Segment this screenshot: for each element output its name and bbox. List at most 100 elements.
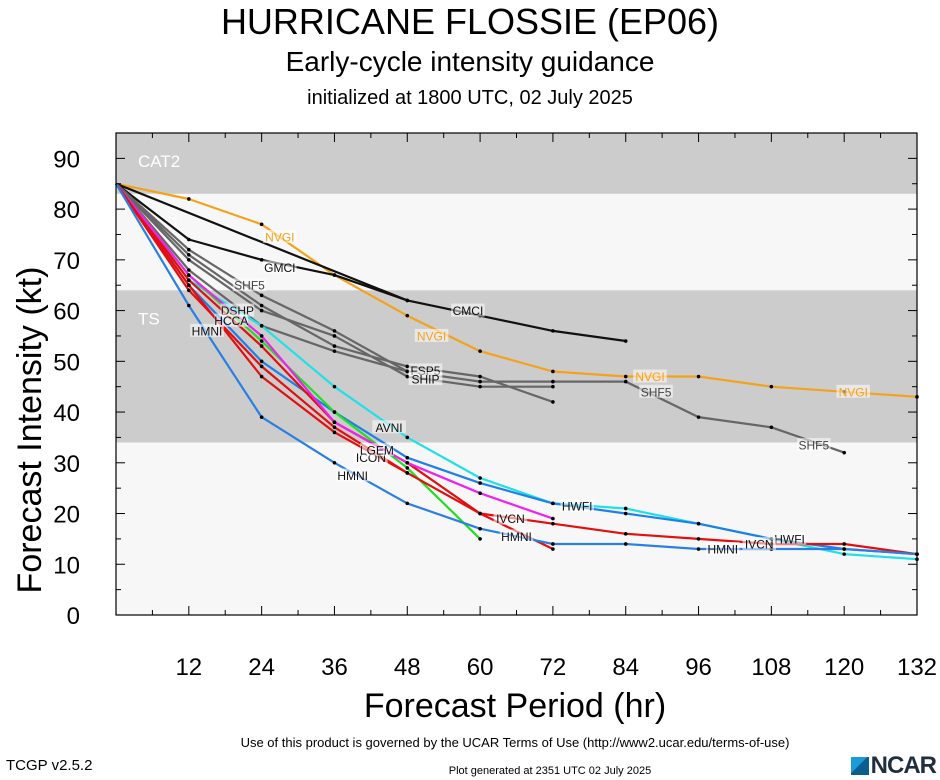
series-line <box>115 182 918 398</box>
intensity-band <box>116 442 917 615</box>
chart-subtitle: Early-cycle intensity guidance <box>285 46 655 77</box>
data-point <box>187 303 191 308</box>
data-point <box>551 384 555 389</box>
data-point <box>478 537 482 541</box>
x-tick-label: 36 <box>321 654 348 680</box>
band-label: TS <box>138 309 160 328</box>
x-tick-label: 48 <box>394 654 421 680</box>
data-point <box>623 379 628 384</box>
series-label-bg <box>263 260 297 274</box>
y-tick-label: 90 <box>53 146 80 173</box>
series-label-bg <box>263 230 297 244</box>
series-label: SHF5 <box>798 439 829 453</box>
data-point <box>551 516 555 521</box>
series-label: HWFI <box>774 532 805 546</box>
data-point <box>842 552 846 556</box>
series-label-bg <box>232 278 267 292</box>
x-tick-label: 96 <box>685 654 712 680</box>
intensity-band <box>116 133 917 194</box>
series-label-bg <box>335 468 370 482</box>
data-point <box>478 384 482 389</box>
data-point <box>696 415 701 419</box>
series-label-bg <box>408 372 443 386</box>
data-point <box>405 460 410 465</box>
y-tick-label: 30 <box>53 451 80 478</box>
data-point <box>551 400 555 404</box>
intensity-band <box>116 193 917 291</box>
data-point <box>259 344 264 348</box>
series-label-bg <box>560 498 594 512</box>
data-point <box>405 466 410 470</box>
data-point <box>405 369 410 374</box>
y-axis-label: Forecast Intensity (kt) <box>11 266 49 594</box>
y-tick-label: 0 <box>67 603 80 630</box>
series-label-bg <box>797 438 831 452</box>
data-point <box>478 476 482 480</box>
data-point <box>187 283 191 288</box>
series-label: SHF5 <box>234 279 265 293</box>
series-label-bg <box>372 420 406 434</box>
series-label: IVCN <box>745 537 774 551</box>
series-label: IVCN <box>496 512 525 526</box>
series-label: NVGI <box>839 385 868 399</box>
data-point <box>259 334 264 338</box>
data-point <box>478 379 482 384</box>
x-axis-label: Forecast Period (hr) <box>363 687 667 725</box>
data-point <box>259 324 264 328</box>
data-point <box>842 450 846 455</box>
data-point <box>332 273 337 277</box>
y-tick-label: 80 <box>53 197 80 224</box>
series-label-bg <box>493 511 528 525</box>
series-label-bg <box>499 529 534 543</box>
data-point <box>623 532 628 536</box>
data-point <box>842 542 846 546</box>
series-label: HMNI <box>501 530 532 544</box>
data-point <box>332 349 337 353</box>
data-point <box>259 308 264 313</box>
data-point <box>187 268 191 272</box>
series-label-bg <box>190 323 224 337</box>
data-point <box>259 374 264 379</box>
x-tick-label: 12 <box>175 654 202 680</box>
data-point <box>187 247 191 252</box>
series-label-bg <box>836 384 871 398</box>
series-label-bg <box>639 384 673 398</box>
data-point <box>405 455 410 460</box>
data-point <box>478 511 482 516</box>
data-point <box>332 425 337 430</box>
series-label: HCCA <box>214 314 248 328</box>
y-tick-label: 60 <box>53 299 80 326</box>
data-point <box>696 521 701 526</box>
ncar-logo: NCAR <box>850 752 937 780</box>
data-point <box>623 511 628 516</box>
data-point <box>259 303 264 308</box>
data-point <box>259 359 264 364</box>
series-label: NVGI <box>265 231 294 245</box>
series-label: HMNI <box>337 469 368 483</box>
data-point <box>187 252 191 257</box>
data-point <box>478 481 482 485</box>
generated-timestamp: Plot generated at 2351 UTC 02 July 2025 <box>448 765 652 777</box>
series-label: NVGI <box>417 329 446 343</box>
data-point <box>405 374 410 379</box>
series-label-bg <box>772 531 807 545</box>
data-point <box>769 425 774 430</box>
data-point <box>405 471 410 475</box>
data-point <box>259 222 264 227</box>
data-point <box>623 339 628 343</box>
data-point <box>332 384 337 389</box>
data-point <box>405 501 410 506</box>
series-label-bg <box>214 313 249 327</box>
series-label: HMNI <box>192 324 223 338</box>
series-label-bg <box>414 328 449 342</box>
series-label: HMNI <box>707 543 738 557</box>
x-tick-label: 60 <box>467 654 494 680</box>
y-tick-label: 10 <box>53 552 80 579</box>
data-point <box>332 410 337 414</box>
data-point <box>478 349 482 353</box>
chart-init-time: initialized at 1800 UTC, 02 July 2025 <box>307 87 633 109</box>
y-tick-label: 50 <box>53 349 80 376</box>
data-point <box>696 374 701 379</box>
data-point <box>187 258 191 262</box>
data-point <box>187 288 191 293</box>
